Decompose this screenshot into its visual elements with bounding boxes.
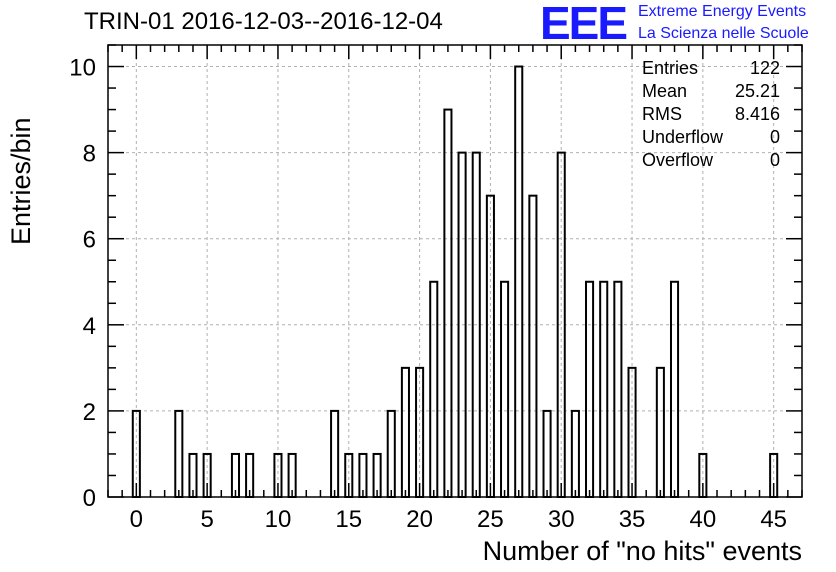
histogram-bar (585, 280, 595, 498)
y-tick-label: 2 (83, 399, 96, 426)
histogram-bar (599, 280, 609, 498)
histogram-bar (542, 409, 552, 498)
y-tick-label: 10 (69, 55, 96, 82)
histogram-bar (443, 108, 453, 498)
stat-entries: Entries 122 (640, 58, 780, 81)
logo-line-2: La Scienza nelle Scuole (638, 25, 809, 42)
histogram-bar (669, 280, 680, 498)
stat-value: 0 (769, 127, 780, 147)
y-tick-label: 4 (83, 313, 96, 340)
histogram-bar (613, 280, 623, 498)
stat-label: Entries (642, 58, 699, 78)
histogram-bar (655, 366, 665, 498)
x-tick-label: 5 (200, 506, 213, 533)
y-tick-label: 0 (83, 485, 96, 512)
x-tick-label: 10 (265, 506, 292, 533)
stat-overflow: Overflow 0 (640, 150, 780, 173)
histogram-bar (570, 409, 580, 498)
histogram-bar (500, 280, 510, 498)
x-tick-label: 35 (619, 506, 646, 533)
x-tick-label: 0 (130, 506, 143, 533)
x-axis-title: Number of "no hits" events (482, 536, 802, 566)
histogram-bar (429, 280, 439, 498)
y-tick-label: 8 (83, 141, 96, 168)
x-tick-label: 15 (335, 506, 362, 533)
x-tick-label: 25 (477, 506, 504, 533)
x-tick-label: 45 (760, 506, 787, 533)
stat-mean: Mean 25.21 (640, 81, 780, 104)
stat-label: Underflow (642, 127, 724, 147)
stat-value: 25.21 (734, 81, 780, 101)
histogram-bar (330, 409, 340, 498)
x-tick-label: 20 (406, 506, 433, 533)
logo-line-1: Extreme Energy Events (638, 3, 807, 20)
stats-box: Entries 122 Mean 25.21 RMS 8.416 Underfl… (640, 58, 780, 173)
x-tick-label: 30 (548, 506, 575, 533)
stat-value: 122 (749, 58, 780, 78)
histogram-bar (528, 194, 538, 499)
stat-label: Overflow (642, 150, 714, 170)
stat-label: Mean (642, 81, 688, 101)
stat-value: 0 (769, 150, 780, 170)
y-tick-label: 6 (83, 227, 96, 254)
eee-logo: EEE (540, 0, 628, 49)
plot-frame (107, 44, 803, 498)
chart-title: TRIN-01 2016-12-03--2016-12-04 (84, 8, 443, 35)
histogram-bar (386, 409, 396, 498)
stat-value: 8.416 (734, 104, 780, 124)
x-tick-label: 40 (690, 506, 717, 533)
histogram-bar (514, 65, 524, 499)
stat-rms: RMS 8.416 (640, 104, 780, 127)
stat-label: RMS (642, 104, 682, 124)
y-axis-title-text: Entries/bin (6, 117, 36, 245)
histogram-bar (174, 409, 184, 498)
stat-underflow: Underflow 0 (640, 127, 780, 150)
histogram-bar (400, 366, 410, 498)
y-axis-title: Entries/bin (6, 110, 36, 245)
